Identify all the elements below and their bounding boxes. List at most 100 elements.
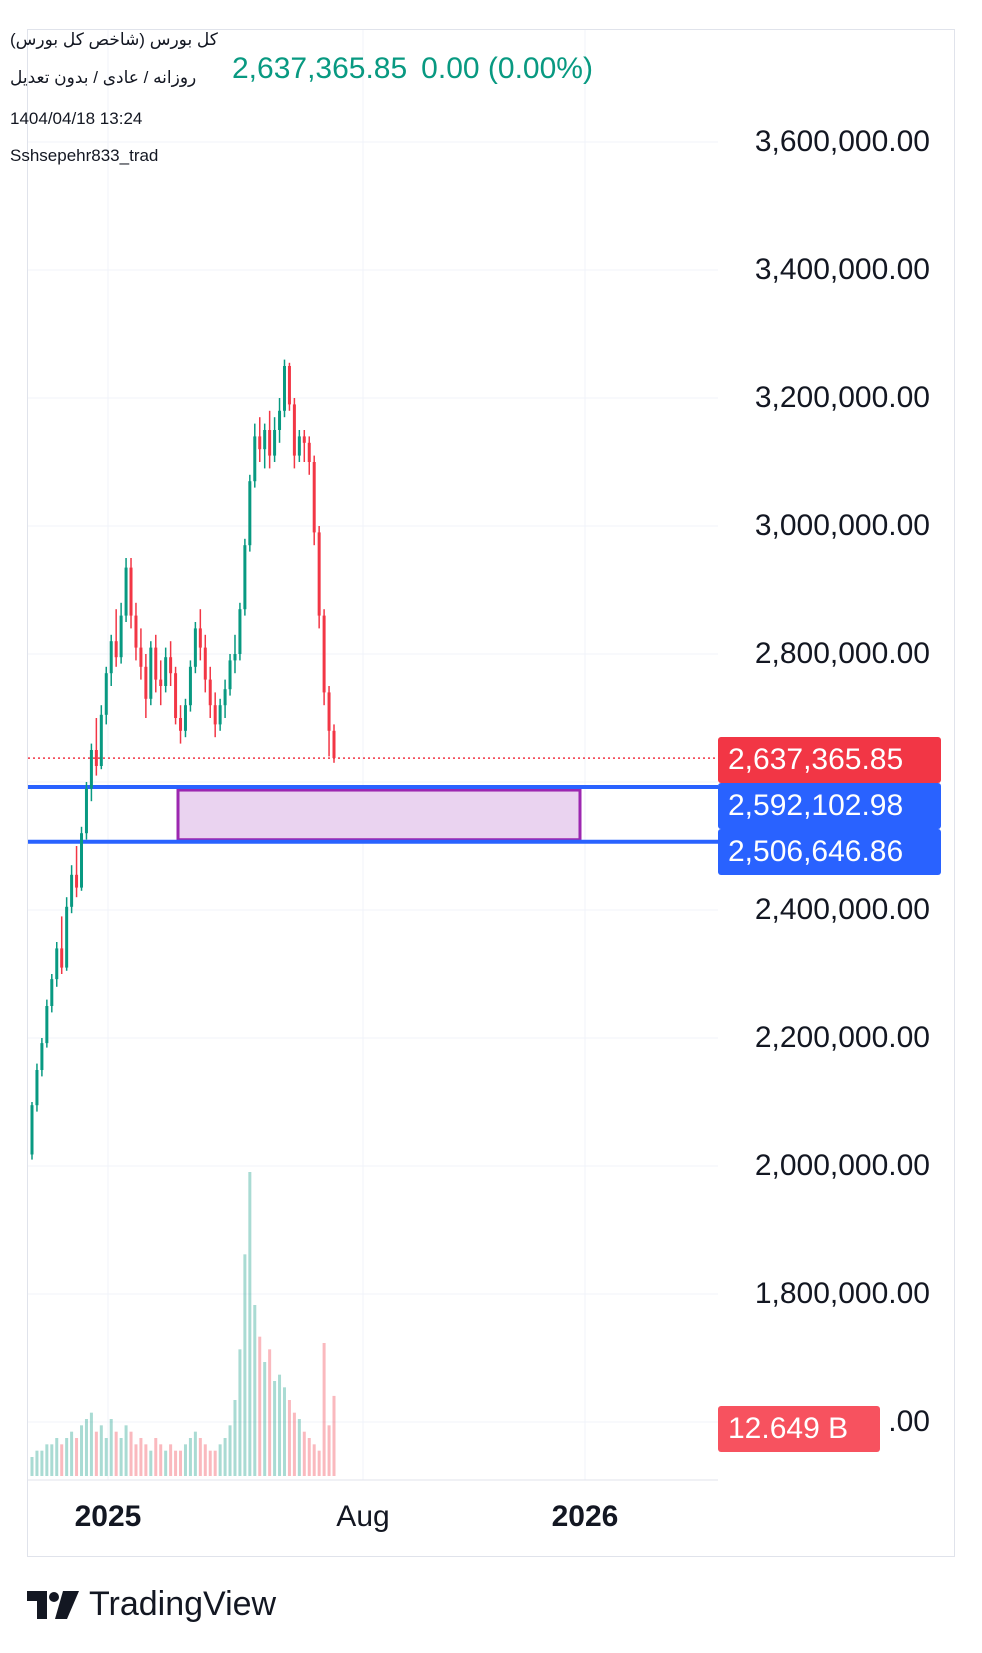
candle-body: [188, 666, 192, 706]
candle-body: [109, 641, 113, 674]
candle-body: [278, 410, 282, 430]
candle-body: [307, 442, 311, 462]
candle-body: [238, 609, 242, 654]
volume-bar: [243, 1254, 247, 1476]
volume-bar: [50, 1444, 54, 1476]
candle-body: [223, 689, 227, 706]
volume-bar: [94, 1431, 98, 1476]
y-tick-label: 3,600,000.00: [754, 125, 930, 158]
volume-bar: [169, 1444, 173, 1476]
tradingview-logo[interactable]: TradingView: [27, 1585, 276, 1624]
candle-body: [104, 673, 108, 715]
candle-body: [322, 615, 326, 693]
candle-body: [65, 906, 69, 968]
candle-body: [327, 692, 331, 731]
volume-bar: [109, 1419, 113, 1476]
volume-bar: [75, 1438, 79, 1476]
candle-body: [70, 874, 74, 907]
volume-bar: [80, 1425, 84, 1476]
volume-bar: [223, 1438, 227, 1476]
volume-bar: [139, 1438, 143, 1476]
candle-body: [213, 705, 217, 725]
y-tick-label: 1,800,000.00: [754, 1277, 930, 1310]
chart-frame: [27, 29, 955, 1557]
volume-bar: [134, 1444, 138, 1476]
volume-bar: [179, 1450, 183, 1476]
volume-bar: [40, 1450, 44, 1476]
volume-bar: [174, 1450, 178, 1476]
candle-body: [263, 430, 267, 450]
candle-body: [292, 404, 296, 456]
tradingview-wordmark: TradingView: [89, 1585, 277, 1623]
header-change: 0.00 (0.00%): [421, 52, 593, 85]
volume-tag: 12.649 B: [718, 1406, 880, 1452]
volume-bar: [238, 1349, 242, 1476]
author-name: Sshsepehr833_trad: [10, 146, 159, 165]
candle-body: [80, 833, 84, 888]
volume-bar: [253, 1305, 257, 1476]
candle-body: [164, 657, 168, 686]
volume-bar: [302, 1431, 306, 1476]
candle-body: [208, 679, 212, 706]
y-tick-label: 2,200,000.00: [754, 1021, 930, 1054]
candle-body: [139, 647, 143, 667]
candle-body: [302, 436, 306, 443]
volume-bar: [45, 1444, 49, 1476]
candle-body: [174, 673, 178, 718]
volume-bar: [317, 1450, 321, 1476]
x-tick-label: Aug: [336, 1500, 390, 1533]
candle-body: [114, 641, 118, 658]
y-tick-label: 2,000,000.00: [754, 1149, 930, 1182]
y-tick-label: 2,800,000.00: [754, 637, 930, 670]
volume-bar: [183, 1444, 187, 1476]
candle-body: [60, 948, 64, 968]
volume-bar: [213, 1450, 217, 1476]
volume-bar: [233, 1400, 237, 1476]
candle-body: [149, 647, 153, 699]
candle-body: [84, 788, 88, 834]
volume-bar: [282, 1387, 286, 1476]
header-last-price: 2,637,365.85: [232, 52, 408, 85]
y-tick-label: 3,200,000.00: [754, 381, 930, 414]
candle-body: [287, 366, 291, 405]
candle-body: [193, 628, 197, 667]
header-price: 2,637,365.85 0.00 (0.00%): [232, 52, 607, 86]
volume-bar: [70, 1431, 74, 1476]
candle-body: [124, 567, 128, 616]
candle-body: [134, 615, 138, 648]
y-tick-label: 3,000,000.00: [754, 509, 930, 542]
volume-bar: [278, 1374, 282, 1476]
volume-bar: [208, 1450, 212, 1476]
volume-bar: [203, 1444, 207, 1476]
candle-body: [89, 750, 93, 789]
volume-bar: [60, 1444, 64, 1476]
highlight-zone-box: [176, 788, 582, 842]
volume-bar: [218, 1444, 222, 1476]
candle-body: [297, 436, 301, 456]
hline-upper-tag[interactable]: 2,592,102.98: [718, 783, 941, 829]
volume-bar: [332, 1395, 336, 1476]
volume-bar: [268, 1349, 272, 1476]
volume-bar: [258, 1336, 262, 1476]
candle-body: [154, 647, 158, 680]
candle-body: [144, 666, 148, 699]
volume-bar: [164, 1450, 168, 1476]
candle-body: [50, 979, 54, 1006]
candle-body: [40, 1043, 44, 1070]
candle-body: [253, 436, 257, 482]
volume-bar: [35, 1450, 39, 1476]
candle-body: [30, 1105, 34, 1155]
volume-bar: [287, 1400, 291, 1476]
volume-bar: [228, 1425, 232, 1476]
candle-body: [332, 730, 336, 759]
volume-bar: [104, 1438, 108, 1476]
volume-bar: [30, 1457, 34, 1476]
hline-lower-tag[interactable]: 2,506,646.86: [718, 829, 941, 875]
y-tick-label: .00: [888, 1405, 930, 1438]
candle-body: [228, 660, 232, 690]
y-tick-label: 3,400,000.00: [754, 253, 930, 286]
candle-body: [317, 532, 321, 616]
candle-body: [183, 705, 187, 731]
volume-bar: [273, 1381, 277, 1476]
